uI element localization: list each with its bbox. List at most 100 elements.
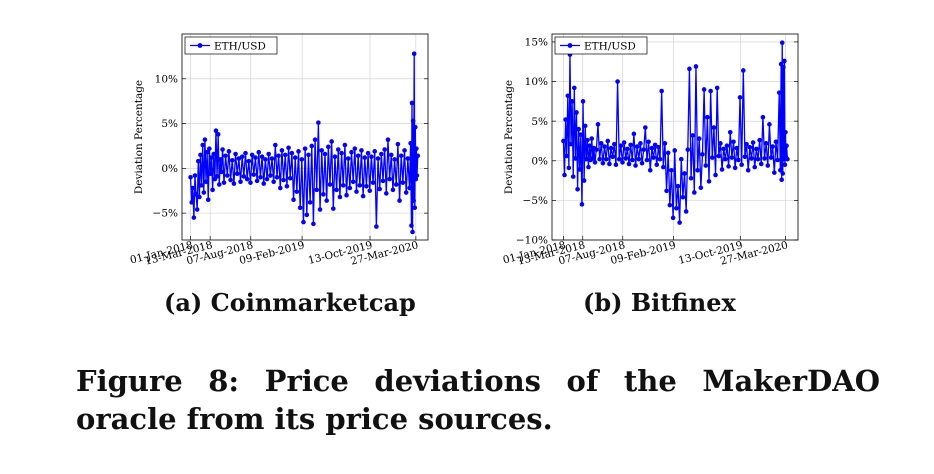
data-point: [649, 145, 655, 151]
data-point: [647, 167, 653, 173]
data-point: [595, 122, 601, 127]
data-point: [564, 153, 569, 159]
data-point: [696, 136, 702, 141]
data-point: [687, 66, 692, 72]
data-point: [776, 90, 782, 95]
data-point: [271, 179, 276, 185]
data-point: [249, 152, 255, 158]
data-point: [727, 129, 733, 135]
y-tick-label: 10%: [525, 76, 548, 88]
data-point: [683, 209, 689, 214]
data-point: [651, 155, 656, 160]
data-point: [667, 202, 673, 208]
data-point: [370, 180, 376, 185]
data-point: [311, 221, 316, 227]
data-point: [241, 174, 247, 179]
data-point: [583, 156, 589, 162]
data-point: [319, 148, 325, 153]
data-point: [616, 156, 622, 162]
data-point: [585, 137, 590, 143]
data-point: [405, 156, 411, 161]
data-point: [772, 170, 777, 175]
data-point: [410, 118, 416, 124]
data-point: [309, 143, 315, 149]
y-tick-label: 5%: [161, 118, 178, 130]
data-point: [334, 187, 339, 193]
data-point: [760, 114, 766, 120]
data-point: [576, 126, 581, 132]
legend: ETH/USD: [554, 36, 648, 55]
subcaption-coinmarketcap: (a) Coinmarketcap: [164, 288, 416, 317]
data-point: [268, 173, 273, 178]
data-point: [369, 154, 374, 160]
data-point: [755, 156, 761, 162]
data-point: [680, 194, 686, 200]
data-point: [282, 152, 288, 158]
data-point: [350, 179, 356, 185]
data-point: [607, 161, 612, 167]
data-point: [763, 141, 769, 146]
data-point: [570, 174, 576, 179]
data-point: [197, 194, 202, 200]
data-point: [711, 125, 717, 130]
legend-box: [184, 36, 278, 55]
data-point: [403, 190, 409, 195]
data-point: [615, 79, 620, 84]
data-point: [750, 140, 756, 145]
data-point: [326, 144, 331, 150]
data-point: [263, 157, 268, 162]
data-point: [256, 149, 262, 155]
data-point: [412, 124, 418, 130]
data-point: [307, 200, 313, 205]
data-point: [277, 185, 283, 191]
data-point: [705, 114, 710, 120]
grid: [182, 34, 428, 240]
data-point: [646, 139, 651, 145]
data-point: [563, 117, 568, 122]
y-tick-label: −5%: [523, 195, 548, 207]
data-point: [355, 153, 361, 159]
data-point: [192, 173, 198, 178]
data-point: [568, 141, 574, 147]
data-point: [219, 169, 224, 175]
data-point: [204, 149, 210, 155]
data-point: [736, 157, 741, 163]
data-point: [301, 219, 306, 225]
data-point: [734, 145, 740, 151]
data-point: [587, 143, 592, 149]
data-point: [605, 138, 611, 144]
data-point: [251, 172, 257, 177]
data-point: [561, 138, 566, 144]
data-point: [670, 215, 676, 221]
data-point: [597, 156, 602, 162]
data-point: [287, 175, 293, 181]
data-point: [767, 122, 772, 127]
data-point: [244, 176, 250, 182]
data-point: [664, 188, 669, 194]
data-point: [238, 179, 243, 185]
data-point: [569, 99, 575, 104]
plot-frame: [181, 33, 429, 241]
data-point: [339, 150, 344, 156]
data-point: [306, 152, 311, 158]
data-point: [289, 150, 295, 156]
data-point: [284, 183, 290, 189]
series-points: [188, 51, 421, 235]
figure-caption: Figure 8: Price deviations of the MakerD…: [76, 364, 880, 436]
data-point: [259, 154, 265, 160]
data-point: [224, 173, 230, 178]
data-point: [784, 143, 789, 149]
data-point: [613, 162, 619, 168]
data-point: [590, 156, 596, 161]
data-point: [662, 141, 668, 146]
data-point: [347, 185, 353, 191]
data-point: [342, 142, 348, 148]
data-point: [239, 154, 245, 160]
data-point: [765, 163, 771, 168]
data-point: [411, 51, 417, 57]
data-point: [737, 95, 743, 100]
data-point: [349, 149, 354, 155]
data-point: [575, 186, 580, 192]
legend-swatch-marker: [197, 43, 203, 48]
data-point: [216, 182, 222, 187]
